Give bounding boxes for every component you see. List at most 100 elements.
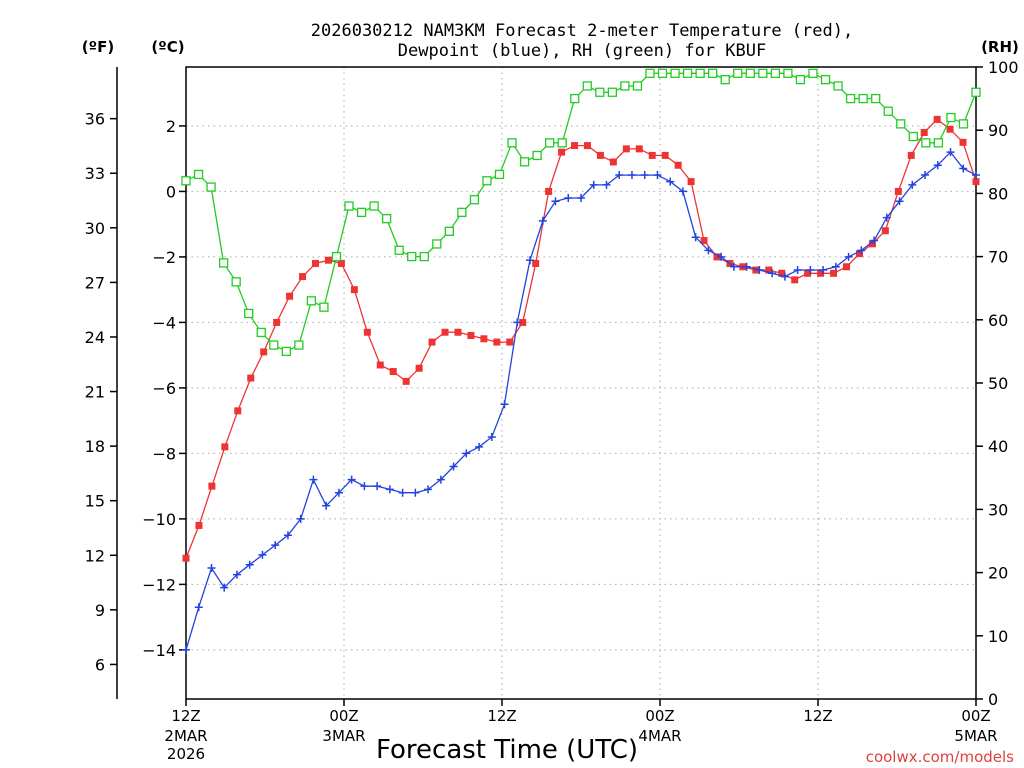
temperature-point xyxy=(804,269,812,277)
temperature-point xyxy=(324,256,332,264)
dewpoint-point xyxy=(373,482,382,491)
rh-point xyxy=(758,68,768,78)
rh-point xyxy=(269,340,279,350)
rh-point xyxy=(808,68,818,78)
x-tick-date: 5MAR xyxy=(954,727,997,745)
dewpoint-point xyxy=(334,488,343,497)
dewpoint-line xyxy=(185,151,977,651)
dewpoint-point xyxy=(577,193,585,202)
dewpoint-point xyxy=(296,514,305,523)
rh-point xyxy=(770,68,781,78)
dewpoint-point xyxy=(475,442,484,451)
temperature-series xyxy=(182,115,980,562)
temperature-point xyxy=(532,259,540,267)
temperature-point xyxy=(674,161,682,169)
watermark: coolwx.com/models xyxy=(866,748,1014,766)
dewpoint-point xyxy=(653,171,662,180)
temperature-point xyxy=(713,253,721,261)
x-tick-label: 00Z xyxy=(329,707,358,725)
temperature-point xyxy=(933,115,941,123)
dewpoint-point xyxy=(933,161,942,170)
rh-point xyxy=(494,169,505,180)
temperature-point xyxy=(467,332,475,340)
fahrenheit-tick-label: 36 xyxy=(85,110,105,129)
rh-point xyxy=(281,346,291,357)
temperature-point xyxy=(596,151,604,159)
temperature-point xyxy=(894,187,902,195)
celsius-tick-label: −8 xyxy=(152,444,176,463)
dewpoint-point xyxy=(806,266,815,275)
gridlines xyxy=(186,67,976,699)
temperature-point xyxy=(441,328,449,336)
temperature-point xyxy=(519,318,527,326)
rh-tick-label: 20 xyxy=(988,564,1008,583)
temperature-point xyxy=(907,151,915,159)
rh-point xyxy=(921,138,931,148)
chart-title-line2: Dewpoint (blue), RH (green) for KBUF xyxy=(398,41,766,61)
temperature-point xyxy=(208,482,216,490)
temperature-point xyxy=(558,148,566,156)
temperature-point xyxy=(545,187,553,195)
rh-point xyxy=(595,87,605,97)
celsius-tick-label: 0 xyxy=(166,182,176,201)
celsius-tick-label: −6 xyxy=(152,379,176,398)
fahrenheit-tick-label: 24 xyxy=(85,328,105,347)
celsius-tick-label: −12 xyxy=(142,575,176,594)
temperature-point xyxy=(506,338,514,346)
rh-point xyxy=(331,251,342,262)
dewpoint-point xyxy=(819,266,828,275)
rh-point xyxy=(971,87,981,97)
rh-point xyxy=(708,68,718,78)
x-tick-label: 12Z xyxy=(171,707,200,725)
dewpoint-point xyxy=(424,485,433,494)
fahrenheit-tick-label: 30 xyxy=(85,219,105,238)
dewpoint-point xyxy=(768,269,777,278)
temperature-point xyxy=(260,348,268,356)
temperature-point xyxy=(273,318,281,326)
dewpoint-point xyxy=(882,213,891,222)
dewpoint-point xyxy=(946,148,955,157)
temperature-point xyxy=(428,338,436,346)
dewpoint-point xyxy=(245,560,254,569)
rh-point xyxy=(933,138,944,148)
temperature-point xyxy=(830,269,838,277)
rh-point xyxy=(381,214,392,224)
dewpoint-point xyxy=(666,177,675,186)
dewpoint-point xyxy=(589,180,598,189)
rh-point xyxy=(507,138,517,148)
dewpoint-point xyxy=(322,501,331,510)
rh-point xyxy=(657,68,668,78)
rh-point xyxy=(607,87,617,97)
temperature-point xyxy=(791,276,799,284)
rh-point xyxy=(908,131,918,142)
celsius-tick-label: −14 xyxy=(142,641,176,660)
temperature-point xyxy=(363,328,371,336)
dewpoint-point xyxy=(360,482,369,491)
rh-point xyxy=(545,138,555,148)
rh-point xyxy=(958,119,969,129)
dewpoint-point xyxy=(411,488,420,497)
rh-point xyxy=(670,68,680,78)
dewpoint-point xyxy=(538,216,547,225)
dewpoint-point xyxy=(309,475,318,484)
rh-point xyxy=(620,81,630,91)
rh-point xyxy=(193,169,204,180)
temperature-point xyxy=(635,145,643,153)
dewpoint-point xyxy=(780,272,789,281)
dewpoint-point xyxy=(436,475,445,484)
fahrenheit-tick-label: 6 xyxy=(95,655,105,674)
celsius-tick-label: 2 xyxy=(166,117,176,136)
dewpoint-point xyxy=(398,488,407,497)
temperature-point xyxy=(402,377,410,385)
rh-tick-label: 70 xyxy=(988,248,1008,267)
dewpoint-point xyxy=(640,171,649,180)
temperature-point xyxy=(609,158,617,166)
rh-tick-label: 100 xyxy=(988,58,1019,77)
rh-point xyxy=(845,93,856,104)
x-tick-label: 00Z xyxy=(645,707,674,725)
temperature-point xyxy=(312,259,320,267)
temperature-point xyxy=(661,151,669,159)
rh-point xyxy=(733,68,743,78)
rh-point xyxy=(181,176,191,186)
